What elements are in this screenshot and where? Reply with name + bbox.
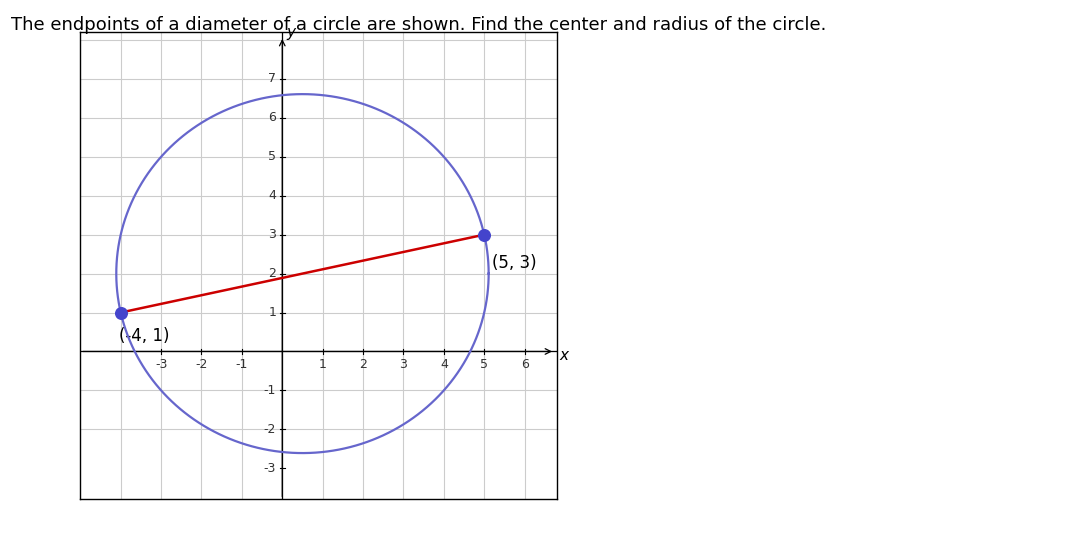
- Text: (5, 3): (5, 3): [493, 254, 537, 272]
- Text: 5: 5: [480, 359, 488, 372]
- Point: [476, 230, 493, 239]
- Point: [112, 308, 130, 317]
- Text: 2: 2: [359, 359, 367, 372]
- Text: -2: -2: [195, 359, 208, 372]
- Text: 5: 5: [268, 150, 276, 163]
- Text: 6: 6: [269, 111, 276, 125]
- Text: 1: 1: [269, 306, 276, 319]
- Text: y: y: [286, 25, 296, 40]
- Text: 3: 3: [269, 228, 276, 241]
- Text: -1: -1: [236, 359, 248, 372]
- Text: 4: 4: [440, 359, 448, 372]
- Text: (-4, 1): (-4, 1): [119, 328, 169, 345]
- Text: 3: 3: [399, 359, 407, 372]
- Text: x: x: [559, 348, 568, 363]
- Text: -2: -2: [263, 423, 276, 436]
- Text: 2: 2: [269, 267, 276, 280]
- Text: 4: 4: [269, 189, 276, 202]
- Text: -1: -1: [263, 384, 276, 397]
- Text: -3: -3: [155, 359, 167, 372]
- Text: 6: 6: [521, 359, 529, 372]
- Text: 7: 7: [268, 72, 276, 85]
- Text: 1: 1: [319, 359, 327, 372]
- Text: The endpoints of a diameter of a circle are shown. Find the center and radius of: The endpoints of a diameter of a circle …: [11, 16, 826, 34]
- Text: -3: -3: [263, 462, 276, 475]
